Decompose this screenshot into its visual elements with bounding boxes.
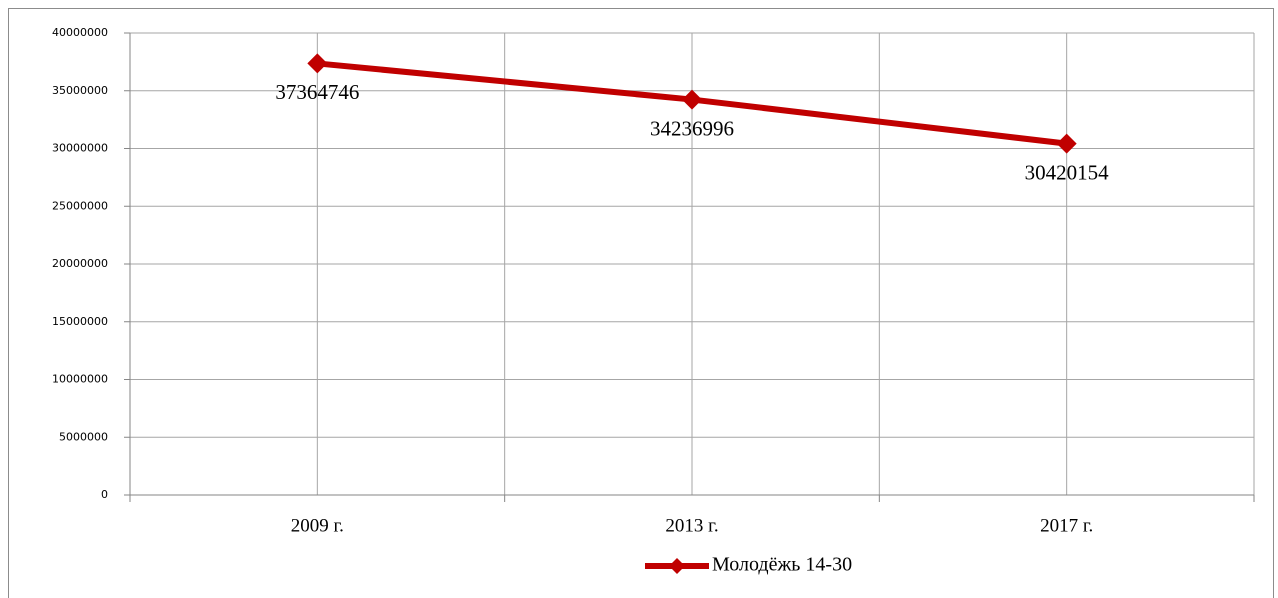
y-tick-label: 25000000 bbox=[52, 199, 108, 212]
y-tick-label: 5000000 bbox=[59, 430, 108, 443]
point-marker bbox=[307, 53, 328, 74]
y-tick-label: 15000000 bbox=[52, 315, 108, 328]
point-marker bbox=[682, 89, 702, 110]
point-marker bbox=[1056, 133, 1077, 154]
y-tick-label: 35000000 bbox=[52, 84, 108, 97]
y-tick-label: 10000000 bbox=[52, 373, 108, 386]
data-label: 30420154 bbox=[1025, 160, 1110, 184]
y-tick-label: 40000000 bbox=[52, 26, 108, 39]
legend-label: Молодёжь 14-30 bbox=[712, 554, 852, 576]
y-tick-label: 20000000 bbox=[52, 257, 108, 270]
y-tick-label: 30000000 bbox=[52, 142, 108, 155]
y-tick-label: 0 bbox=[101, 488, 108, 501]
data-label: 37364746 bbox=[275, 80, 359, 104]
legend-marker bbox=[669, 558, 685, 574]
chart-border bbox=[8, 8, 1274, 598]
data-label: 34236996 bbox=[650, 116, 734, 140]
x-tick-label: 2017 г. bbox=[1040, 515, 1093, 536]
x-tick-label: 2013 г. bbox=[665, 515, 718, 536]
x-tick-label: 2009 г. bbox=[291, 515, 344, 536]
